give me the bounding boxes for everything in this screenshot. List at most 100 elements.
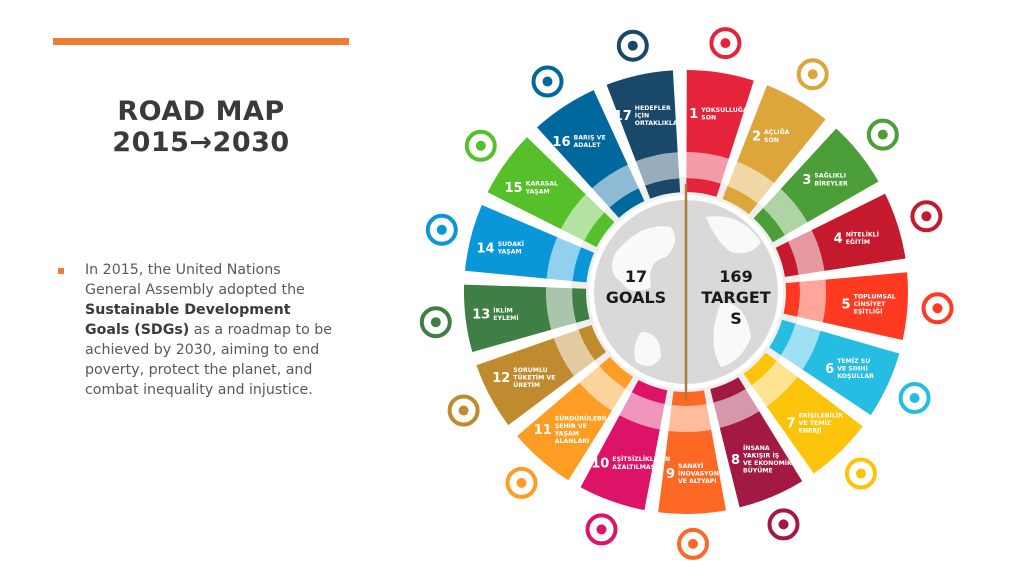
goal-3-light-band xyxy=(763,188,808,236)
goal-1-label-line: YOKSULLUĞA xyxy=(700,105,748,114)
goal-5-label-line: TOPLUMSAL xyxy=(854,294,896,301)
goal-16-light-band xyxy=(592,164,639,208)
goal-13-inner-band xyxy=(572,288,590,323)
body-intro: In 2015, the United Nations General Asse… xyxy=(85,262,305,298)
goal-13-number: 13 xyxy=(472,308,490,323)
goal-6-number: 6 xyxy=(825,362,834,377)
goal-3-label-line: SAĞLIKLI xyxy=(814,171,846,180)
goal-15-label-line: YAŞAM xyxy=(525,188,550,195)
goal-4-tile xyxy=(811,193,906,271)
goal-10-light-band xyxy=(619,392,665,430)
goal-1-number: 1 xyxy=(689,107,698,122)
goal-6-label-line: KOŞULLAR xyxy=(837,373,874,380)
goal-17-light-band xyxy=(635,152,680,186)
cubes-icon xyxy=(677,527,709,560)
goal-16-label-line: BARIŞ VE xyxy=(574,135,606,142)
goal-8-label-line: VE EKONOMİK xyxy=(743,458,792,467)
goal-12-number: 12 xyxy=(492,371,510,386)
goal-11-label-line: YAŞAM xyxy=(554,430,579,437)
goal-9-light-band xyxy=(668,404,712,432)
goal-9-number: 9 xyxy=(666,467,675,482)
title-line-2: 2015→2030 xyxy=(112,127,290,158)
goal-1-label-line: SON xyxy=(701,115,716,122)
goal-12-label-line: ÜRETİM xyxy=(513,380,540,389)
goal-11-number: 11 xyxy=(534,423,552,438)
goal-14-number: 14 xyxy=(477,241,495,256)
goal-16-label-line: ADALET xyxy=(574,142,602,149)
goal-13-label-line: EYLEMİ xyxy=(493,313,518,322)
goal-10-label-line: EŞİTSİZLİKLERİN xyxy=(612,454,670,463)
gender-icon xyxy=(921,292,954,325)
goal-6-light-band xyxy=(780,323,821,370)
book-icon xyxy=(910,200,943,233)
goal-15-inner-band xyxy=(584,212,615,248)
body-paragraph: In 2015, the United Nations General Asse… xyxy=(85,260,335,400)
goal-15-tile xyxy=(487,137,586,230)
goal-12-inner-band xyxy=(578,325,606,361)
goal-17-inner-band xyxy=(645,178,681,199)
goal-8-number: 8 xyxy=(731,453,740,468)
goal-13-light-band xyxy=(546,287,577,330)
slide-title: ROAD MAP 2015→2030 xyxy=(40,96,362,158)
goal-5-inner-band xyxy=(783,281,801,317)
goal-2-light-band xyxy=(727,161,774,204)
goal-6-label-line: TEMİZ SU xyxy=(837,356,870,365)
goal-9-inner-band xyxy=(671,390,707,406)
city-icon xyxy=(505,466,538,499)
goal-13-label-line: İKLİM xyxy=(493,305,513,314)
goal-5-label-line: CİNSİYET xyxy=(854,299,886,308)
goal-5-light-band xyxy=(797,279,826,323)
goal-1-inner-band xyxy=(686,178,721,197)
goal-7-label-line: ERİŞİLEBİLİR xyxy=(799,410,843,419)
goal-7-label-line: ENERJİ xyxy=(799,425,822,434)
goal-12-light-band xyxy=(553,329,595,376)
tree-icon xyxy=(464,129,497,162)
goal-8-label-line: İNSANA xyxy=(743,443,770,452)
goal-14-label-line: SUDAKİ xyxy=(498,239,525,248)
goal-7-label-line: VE TEMİZ xyxy=(799,418,832,427)
goal-14-label-line: YAŞAM xyxy=(497,249,522,256)
goal-7-tile xyxy=(766,376,863,474)
goal-14-inner-band xyxy=(572,247,594,283)
goal-15-number: 15 xyxy=(505,181,523,196)
goal-9-label-line: İNOVASYON xyxy=(678,468,719,477)
goal-6-inner-band xyxy=(769,319,796,356)
goal-10-label-line: AZALTILMASI xyxy=(612,464,657,471)
rings-icon xyxy=(616,29,649,62)
water-icon xyxy=(898,382,931,414)
goal-10-tile xyxy=(580,415,660,511)
goal-14-tile xyxy=(465,205,558,279)
goal-17-label-line: HEDEFLER xyxy=(635,105,671,112)
infinity-icon xyxy=(447,394,480,427)
goal-15-light-band xyxy=(560,194,605,241)
goal-11-label-line: SÜRDÜRÜLEBİLİR xyxy=(555,413,616,422)
goal-16-tile xyxy=(537,90,628,189)
goal-6-label-line: VE SIHHİ xyxy=(837,364,868,373)
goal-9-label-line: SANAYİ xyxy=(678,461,703,470)
goal-2-label-line: AÇLIĞA xyxy=(764,127,790,136)
goal-2-number: 2 xyxy=(752,130,761,145)
goal-2-label-line: SON xyxy=(764,137,779,144)
